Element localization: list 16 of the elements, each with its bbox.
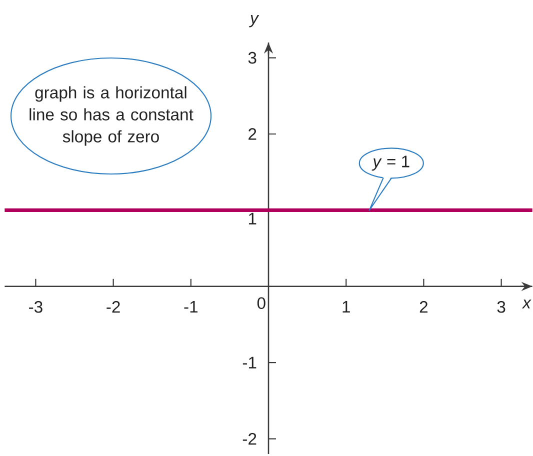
x-tick-label: 3 xyxy=(497,301,506,313)
y-axis-title: y xyxy=(249,14,260,28)
x-tick-label: -2 xyxy=(106,301,120,313)
annotation: graph is a horizontal line so has a constant slope of zero xyxy=(30,86,194,146)
y-tick-label: 3 xyxy=(248,52,256,64)
x-tick-label: 2 xyxy=(420,301,428,313)
x-tick-label: -1 xyxy=(184,301,198,312)
x-tick-label: -3 xyxy=(29,301,42,313)
annotation: y = 1 xyxy=(372,156,410,171)
y-tick-label: -2 xyxy=(242,432,256,445)
x-axis-title: x xyxy=(522,300,532,308)
y-tick-label: 2 xyxy=(248,128,256,140)
x-tick-label: 1 xyxy=(342,301,350,312)
y-tick-label: 1 xyxy=(248,212,256,224)
y-tick-label: -1 xyxy=(242,356,256,368)
x-tick-label: 0 xyxy=(257,297,266,310)
